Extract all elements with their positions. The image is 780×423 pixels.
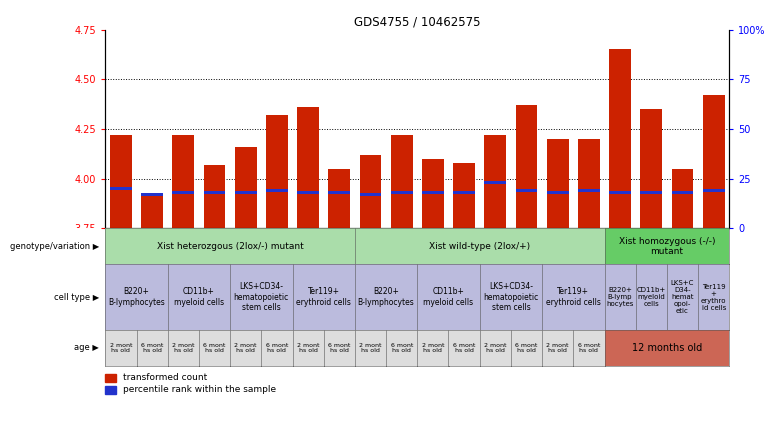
Bar <box>640 109 662 228</box>
Bar <box>391 135 413 228</box>
Text: B220+
B-lymphocytes: B220+ B-lymphocytes <box>358 288 414 307</box>
Bar <box>105 386 116 394</box>
Text: 6 mont
hs old: 6 mont hs old <box>204 343 225 353</box>
Bar <box>141 195 163 228</box>
Text: CD11b+
myeloid cells: CD11b+ myeloid cells <box>174 288 224 307</box>
Text: CD11b+
myeloid cells: CD11b+ myeloid cells <box>424 288 473 307</box>
Bar <box>547 191 569 195</box>
Bar <box>105 374 116 382</box>
Text: 6 mont
hs old: 6 mont hs old <box>453 343 475 353</box>
Bar <box>235 147 257 228</box>
Bar <box>141 193 163 196</box>
Text: 6 mont
hs old: 6 mont hs old <box>391 343 413 353</box>
Bar <box>578 189 600 192</box>
Bar <box>703 95 725 228</box>
Bar <box>266 115 288 228</box>
Bar <box>609 191 631 195</box>
Text: Ter119+
erythroid cells: Ter119+ erythroid cells <box>296 288 351 307</box>
Bar <box>172 191 194 195</box>
Bar <box>110 187 132 190</box>
Bar <box>328 169 350 228</box>
Bar <box>204 191 225 195</box>
Text: genotype/variation ▶: genotype/variation ▶ <box>10 242 99 251</box>
Bar <box>453 163 475 228</box>
Bar <box>547 139 569 228</box>
Text: age ▶: age ▶ <box>75 343 99 352</box>
Text: 6 mont
hs old: 6 mont hs old <box>516 343 537 353</box>
Bar <box>297 107 319 228</box>
Bar <box>360 155 381 228</box>
Bar <box>297 191 319 195</box>
Bar <box>235 191 257 195</box>
Text: 6 mont
hs old: 6 mont hs old <box>141 343 163 353</box>
Bar <box>172 135 194 228</box>
Text: Ter119+
erythroid cells: Ter119+ erythroid cells <box>546 288 601 307</box>
Bar <box>640 191 662 195</box>
Text: LKS+CD34-
hematopoietic
stem cells: LKS+CD34- hematopoietic stem cells <box>234 282 289 312</box>
Text: 2 mont
hs old: 2 mont hs old <box>422 343 444 353</box>
Bar <box>110 135 132 228</box>
Bar <box>391 191 413 195</box>
Bar <box>266 189 288 192</box>
Text: 12 months old: 12 months old <box>632 343 702 353</box>
Bar <box>453 191 475 195</box>
Text: 2 mont
hs old: 2 mont hs old <box>110 343 132 353</box>
Bar <box>422 191 444 195</box>
Text: Ter119
+
erythro
id cells: Ter119 + erythro id cells <box>701 284 726 310</box>
Text: LKS+CD34-
hematopoietic
stem cells: LKS+CD34- hematopoietic stem cells <box>484 282 538 312</box>
Text: 2 mont
hs old: 2 mont hs old <box>297 343 319 353</box>
Text: Xist heterozgous (2lox/-) mutant: Xist heterozgous (2lox/-) mutant <box>157 242 303 251</box>
Text: 6 mont
hs old: 6 mont hs old <box>266 343 288 353</box>
Bar <box>422 159 444 228</box>
Text: 2 mont
hs old: 2 mont hs old <box>172 343 194 353</box>
Bar <box>484 181 506 184</box>
Bar <box>516 105 537 228</box>
Bar <box>204 165 225 228</box>
Text: percentile rank within the sample: percentile rank within the sample <box>123 385 276 394</box>
Bar <box>703 189 725 192</box>
Title: GDS4755 / 10462575: GDS4755 / 10462575 <box>354 16 480 28</box>
Text: 6 mont
hs old: 6 mont hs old <box>578 343 600 353</box>
Text: 2 mont
hs old: 2 mont hs old <box>547 343 569 353</box>
Text: 6 mont
hs old: 6 mont hs old <box>328 343 350 353</box>
Bar <box>672 169 693 228</box>
Text: LKS+C
D34-
hemat
opoi-
etic: LKS+C D34- hemat opoi- etic <box>671 280 694 314</box>
Text: CD11b+
myeloid
cells: CD11b+ myeloid cells <box>636 287 666 307</box>
Text: 2 mont
hs old: 2 mont hs old <box>484 343 506 353</box>
Bar <box>484 135 506 228</box>
Bar <box>516 189 537 192</box>
Text: B220+
B-lymp
hocytes: B220+ B-lymp hocytes <box>606 287 634 307</box>
Bar <box>578 139 600 228</box>
Text: Xist wild-type (2lox/+): Xist wild-type (2lox/+) <box>429 242 530 251</box>
Text: transformed count: transformed count <box>123 374 207 382</box>
Text: 2 mont
hs old: 2 mont hs old <box>360 343 381 353</box>
Text: B220+
B-lymphocytes: B220+ B-lymphocytes <box>108 288 165 307</box>
Bar <box>609 49 631 228</box>
Text: 2 mont
hs old: 2 mont hs old <box>235 343 257 353</box>
Text: Xist homozygous (-/-)
mutant: Xist homozygous (-/-) mutant <box>619 237 715 256</box>
Bar <box>672 191 693 195</box>
Bar <box>360 193 381 196</box>
Bar <box>328 191 350 195</box>
Text: cell type ▶: cell type ▶ <box>54 293 99 302</box>
